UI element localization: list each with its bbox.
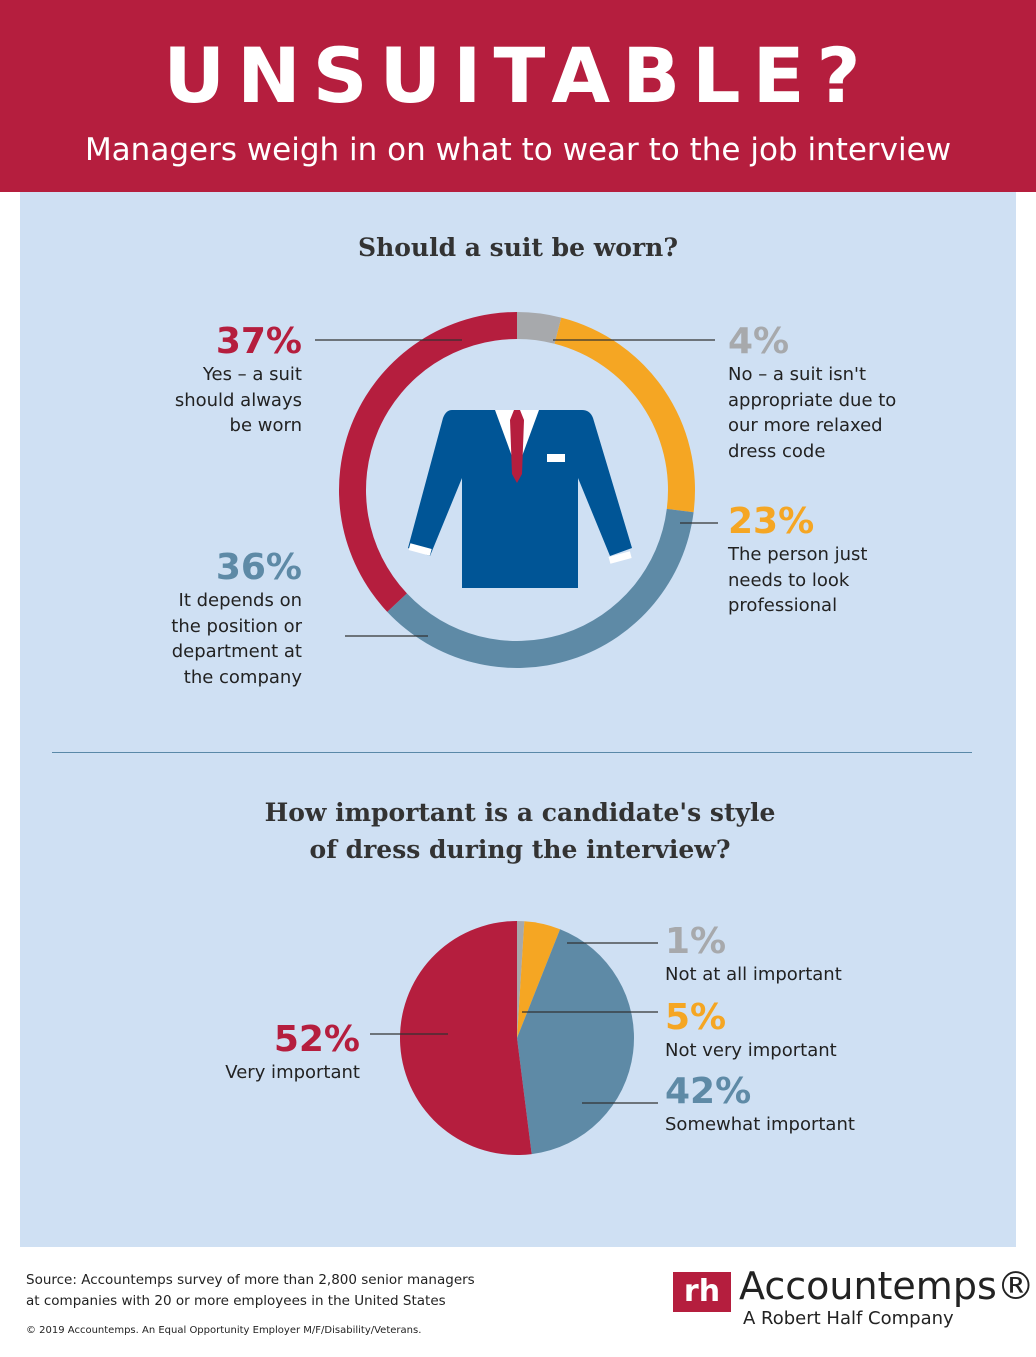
pie-slice xyxy=(517,929,635,1155)
pie-title: How important is a candidate's style of … xyxy=(264,798,776,864)
copyright: © 2019 Accountemps. An Equal Opportunity… xyxy=(26,1325,422,1336)
source-line: Source: Accountemps survey of more than … xyxy=(26,1272,475,1288)
brand-name: Accountemps® xyxy=(739,1264,1035,1308)
cuff-icon xyxy=(608,551,632,564)
cuff-icon xyxy=(408,543,432,556)
donut-pct: 23% xyxy=(728,501,815,542)
subtitle: Managers weigh in on what to wear to the… xyxy=(84,132,952,168)
donut-label-yes: 37% Yes – a suit should always be worn xyxy=(150,322,302,439)
pie-label-not-very: 5% Not very important xyxy=(665,998,885,1064)
pocket-square-icon xyxy=(547,454,565,462)
donut-pct: 36% xyxy=(215,547,302,588)
donut-segment xyxy=(387,508,694,668)
pie-label-not-at-all: 1% Not at all important xyxy=(665,922,885,988)
title: UNSUITABLE? xyxy=(163,31,873,120)
donut-text: The person just needs to look profession… xyxy=(728,544,868,616)
divider xyxy=(52,752,972,753)
donut-segment xyxy=(554,317,695,513)
pie-label-very: 52% Very important xyxy=(180,1020,360,1086)
donut-text: It depends on the position or department… xyxy=(171,590,302,688)
pie-slice xyxy=(517,921,525,1038)
pie-text: Very important xyxy=(225,1062,360,1083)
donut-segment xyxy=(517,312,562,344)
donut-label-no: 4% No – a suit isn't appropriate due to o… xyxy=(728,322,908,464)
brand-sub: A Robert Half Company xyxy=(743,1308,954,1329)
donut-text: No – a suit isn't appropriate due to our… xyxy=(728,364,897,462)
donut-segment xyxy=(339,312,517,612)
tie-icon xyxy=(510,410,524,483)
pie-pct: 52% xyxy=(273,1019,360,1060)
logo-mark: rh xyxy=(673,1272,731,1312)
pie-label-somewhat: 42% Somewhat important xyxy=(665,1072,885,1138)
suit-jacket-icon xyxy=(408,410,632,588)
donut-pct: 4% xyxy=(728,321,790,362)
pie-text: Not very important xyxy=(665,1040,837,1061)
donut-text: Yes – a suit should always be worn xyxy=(174,364,302,436)
donut-pct: 37% xyxy=(215,321,302,362)
header: UNSUITABLE? Managers weigh in on what to… xyxy=(0,0,1036,192)
source-note: Source: Accountemps survey of more than … xyxy=(26,1270,475,1312)
source-line: at companies with 20 or more employees i… xyxy=(26,1293,446,1309)
pie-pct: 42% xyxy=(665,1071,752,1112)
donut-label-depends: 36% It depends on the position or departm… xyxy=(150,548,302,690)
pie-pct: 5% xyxy=(665,997,727,1038)
pie-text: Somewhat important xyxy=(665,1114,855,1135)
pie-slice xyxy=(517,921,561,1038)
donut-title: Should a suit be worn? xyxy=(358,233,678,262)
pie-text: Not at all important xyxy=(665,964,842,985)
donut-label-professional: 23% The person just needs to look profess… xyxy=(728,502,888,619)
pie-slice xyxy=(399,921,532,1155)
pie-pct: 1% xyxy=(665,921,727,962)
